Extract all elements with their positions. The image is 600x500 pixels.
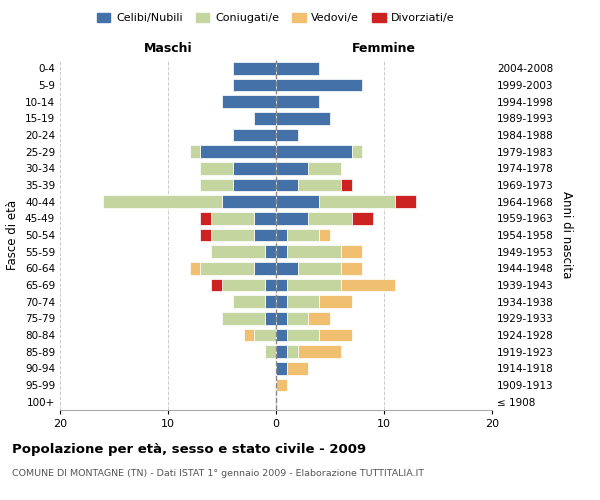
Bar — [298, 179, 341, 192]
Bar — [254, 212, 276, 224]
Bar — [287, 329, 319, 341]
Bar — [276, 179, 298, 192]
Bar — [308, 162, 341, 174]
Bar — [341, 262, 362, 274]
Bar — [341, 246, 362, 258]
Bar — [308, 212, 352, 224]
Bar — [352, 212, 373, 224]
Bar — [276, 129, 298, 141]
Bar — [200, 212, 211, 224]
Bar — [319, 329, 352, 341]
Bar — [276, 112, 330, 124]
Bar — [233, 79, 276, 92]
Bar — [341, 179, 352, 192]
Text: Popolazione per età, sesso e stato civile - 2009: Popolazione per età, sesso e stato civil… — [12, 442, 366, 456]
Bar — [265, 312, 276, 324]
Bar — [276, 329, 287, 341]
Legend: Celibi/Nubili, Coniugati/e, Vedovi/e, Divorziati/e: Celibi/Nubili, Coniugati/e, Vedovi/e, Di… — [93, 8, 459, 28]
Text: COMUNE DI MONTAGNE (TN) - Dati ISTAT 1° gennaio 2009 - Elaborazione TUTTITALIA.I: COMUNE DI MONTAGNE (TN) - Dati ISTAT 1° … — [12, 469, 424, 478]
Bar — [341, 279, 395, 291]
Y-axis label: Anni di nascita: Anni di nascita — [560, 192, 573, 278]
Bar — [254, 229, 276, 241]
Bar — [276, 212, 308, 224]
Bar — [276, 62, 319, 74]
Bar — [211, 212, 254, 224]
Bar — [233, 62, 276, 74]
Bar — [200, 179, 233, 192]
Bar — [276, 362, 287, 374]
Bar — [276, 296, 287, 308]
Bar — [233, 179, 276, 192]
Bar — [276, 312, 287, 324]
Bar — [287, 312, 308, 324]
Text: Maschi: Maschi — [143, 42, 193, 55]
Bar — [276, 229, 287, 241]
Bar — [244, 329, 254, 341]
Bar — [200, 146, 276, 158]
Bar — [276, 162, 308, 174]
Bar — [103, 196, 222, 208]
Bar — [200, 262, 254, 274]
Bar — [222, 279, 265, 291]
Bar — [233, 296, 265, 308]
Bar — [319, 196, 395, 208]
Bar — [395, 196, 416, 208]
Bar — [211, 229, 254, 241]
Bar — [190, 146, 200, 158]
Bar — [211, 246, 265, 258]
Bar — [222, 312, 265, 324]
Bar — [233, 129, 276, 141]
Bar — [298, 346, 341, 358]
Y-axis label: Fasce di età: Fasce di età — [7, 200, 19, 270]
Bar — [265, 246, 276, 258]
Bar — [287, 296, 319, 308]
Bar — [276, 379, 287, 391]
Bar — [287, 246, 341, 258]
Bar — [287, 279, 341, 291]
Bar — [319, 296, 352, 308]
Bar — [276, 346, 287, 358]
Bar — [352, 146, 362, 158]
Bar — [265, 296, 276, 308]
Bar — [287, 229, 319, 241]
Bar — [200, 162, 233, 174]
Bar — [190, 262, 200, 274]
Bar — [265, 346, 276, 358]
Bar — [276, 196, 319, 208]
Bar — [276, 96, 319, 108]
Bar — [222, 96, 276, 108]
Bar — [200, 229, 211, 241]
Bar — [276, 262, 298, 274]
Bar — [254, 112, 276, 124]
Bar — [276, 79, 362, 92]
Bar — [211, 279, 222, 291]
Bar — [308, 312, 330, 324]
Bar — [276, 279, 287, 291]
Bar — [222, 196, 276, 208]
Bar — [276, 246, 287, 258]
Bar — [287, 362, 308, 374]
Bar — [254, 262, 276, 274]
Bar — [319, 229, 330, 241]
Bar — [265, 279, 276, 291]
Text: Femmine: Femmine — [352, 42, 416, 55]
Bar — [233, 162, 276, 174]
Bar — [254, 329, 276, 341]
Bar — [276, 146, 352, 158]
Bar — [298, 262, 341, 274]
Bar — [287, 346, 298, 358]
